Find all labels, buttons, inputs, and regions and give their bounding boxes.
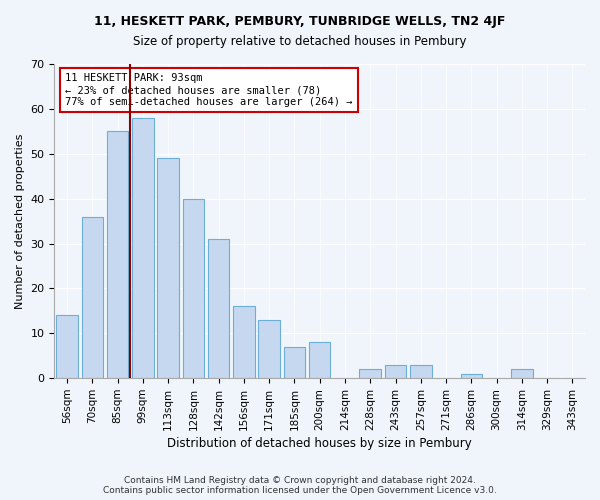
Bar [511, 369, 533, 378]
Text: Contains HM Land Registry data © Crown copyright and database right 2024.
Contai: Contains HM Land Registry data © Crown c… [103, 476, 497, 495]
Bar [259, 320, 280, 378]
Bar [233, 306, 254, 378]
Bar [284, 347, 305, 378]
Bar [359, 369, 381, 378]
Bar [132, 118, 154, 378]
Text: 11, HESKETT PARK, PEMBURY, TUNBRIDGE WELLS, TN2 4JF: 11, HESKETT PARK, PEMBURY, TUNBRIDGE WEL… [94, 15, 506, 28]
Bar [107, 132, 128, 378]
Bar [208, 239, 229, 378]
Text: 11 HESKETT PARK: 93sqm
← 23% of detached houses are smaller (78)
77% of semi-det: 11 HESKETT PARK: 93sqm ← 23% of detached… [65, 74, 353, 106]
X-axis label: Distribution of detached houses by size in Pembury: Distribution of detached houses by size … [167, 437, 472, 450]
Bar [309, 342, 331, 378]
Bar [385, 364, 406, 378]
Bar [182, 198, 204, 378]
Bar [461, 374, 482, 378]
Bar [410, 364, 431, 378]
Text: Size of property relative to detached houses in Pembury: Size of property relative to detached ho… [133, 35, 467, 48]
Bar [56, 316, 78, 378]
Bar [157, 158, 179, 378]
Y-axis label: Number of detached properties: Number of detached properties [15, 134, 25, 309]
Bar [82, 216, 103, 378]
